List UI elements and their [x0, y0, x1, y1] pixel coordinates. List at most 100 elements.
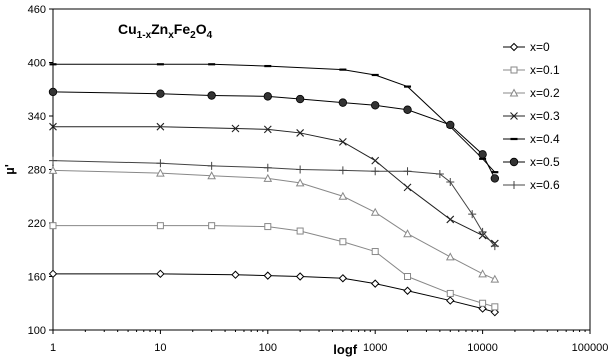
data-point	[49, 156, 57, 165]
legend-marker	[509, 88, 519, 97]
data-point	[446, 289, 454, 297]
data-point	[207, 161, 216, 170]
series-line	[53, 225, 495, 308]
plot-series	[48, 63, 500, 317]
data-point	[468, 210, 477, 219]
data-point	[403, 105, 412, 114]
data-point	[446, 215, 455, 224]
data-point	[338, 191, 348, 200]
data-point	[339, 238, 347, 246]
chart-title-part: Cu	[118, 21, 137, 37]
data-point	[490, 307, 500, 317]
data-point	[156, 222, 164, 230]
data-point	[296, 165, 305, 174]
chart-title-part: Zn	[151, 21, 168, 37]
data-point	[446, 120, 455, 130]
legend-entry: x=0.6	[503, 178, 560, 192]
legend-marker	[509, 42, 519, 52]
legend-label: x=0.5	[530, 155, 560, 169]
x-tick-label: 10000	[467, 342, 498, 354]
y-tick-label: 280	[28, 165, 46, 177]
data-point	[478, 150, 487, 159]
legend-label: x=0.2	[530, 86, 560, 100]
data-point	[48, 87, 58, 97]
series-x-0-1	[49, 222, 499, 311]
data-point	[479, 299, 487, 307]
data-point	[264, 223, 272, 231]
chart-title-part: O	[196, 21, 207, 37]
data-point	[490, 174, 500, 183]
data-point	[371, 167, 380, 176]
data-point	[338, 137, 347, 146]
series-line	[53, 273, 495, 313]
y-tick-label: 460	[28, 4, 46, 16]
data-point	[370, 279, 380, 288]
legend-entry: x=0.3	[503, 109, 560, 123]
y-tick-label: 160	[28, 272, 46, 284]
legend-entry: x=0.5	[503, 155, 560, 169]
data-point	[403, 167, 412, 176]
data-point	[48, 165, 58, 174]
series-line	[52, 91, 496, 179]
data-point	[338, 98, 348, 107]
legend-label: x=0.3	[530, 109, 560, 123]
data-point	[296, 129, 305, 137]
data-point	[371, 248, 379, 256]
data-point	[478, 269, 487, 278]
y-tick-label: 340	[28, 111, 46, 123]
chart-title-part: 4	[207, 30, 213, 41]
data-point	[445, 252, 455, 261]
data-point	[338, 274, 348, 283]
data-point	[263, 173, 273, 182]
legend-label: x=0.6	[530, 178, 560, 192]
axes: 100 160 220 280 340 400 460 1 10 100 1000 10000 1000…	[28, 4, 608, 354]
data-point	[370, 207, 380, 216]
x-axis-title: logf	[333, 342, 357, 357]
data-point	[446, 296, 455, 305]
data-point	[156, 269, 165, 279]
x-tick-label: 100	[259, 342, 277, 354]
data-point	[207, 91, 216, 100]
data-point	[478, 304, 487, 313]
data-point	[403, 286, 412, 295]
data-point	[231, 124, 240, 133]
y-tick-label: 100	[28, 325, 46, 337]
data-point	[490, 274, 500, 283]
x-tick-label: 10	[154, 342, 166, 354]
chart-title-part: 1-x	[137, 30, 152, 41]
data-point	[338, 166, 347, 175]
data-point	[491, 303, 499, 311]
chart-title-part: x	[168, 30, 174, 41]
data-point	[263, 271, 273, 280]
data-point	[490, 242, 499, 251]
legend-entry: x=0	[503, 40, 550, 54]
legend-marker	[510, 66, 518, 74]
data-point	[295, 178, 305, 187]
data-point	[404, 273, 412, 280]
data-point	[263, 163, 272, 172]
y-tick-label: 220	[28, 218, 46, 230]
series-line	[52, 169, 496, 280]
data-point	[403, 183, 412, 192]
chart-title: Cu1-xZnxFe2O4	[118, 21, 213, 41]
legend-label: x=0.4	[530, 132, 560, 146]
data-point	[208, 222, 216, 230]
y-tick-label: 400	[28, 58, 46, 70]
y-axis-title: µ'	[2, 164, 17, 175]
chart-title-part: 2	[190, 30, 196, 41]
data-point	[435, 169, 444, 178]
data-point	[295, 94, 305, 104]
data-point	[478, 227, 487, 236]
data-point	[156, 168, 165, 177]
data-point	[446, 177, 455, 186]
data-point	[207, 171, 216, 180]
series-x-0	[48, 269, 500, 317]
data-point	[403, 229, 412, 238]
data-point	[263, 125, 272, 134]
data-point	[49, 222, 57, 230]
data-point	[296, 227, 304, 235]
data-point	[371, 156, 380, 165]
legend: x=0 x=0.1 x=0.2 x=0.3 x=0.4 x=0.5 x=0.6	[503, 40, 560, 192]
series-x-0-5	[48, 87, 500, 183]
